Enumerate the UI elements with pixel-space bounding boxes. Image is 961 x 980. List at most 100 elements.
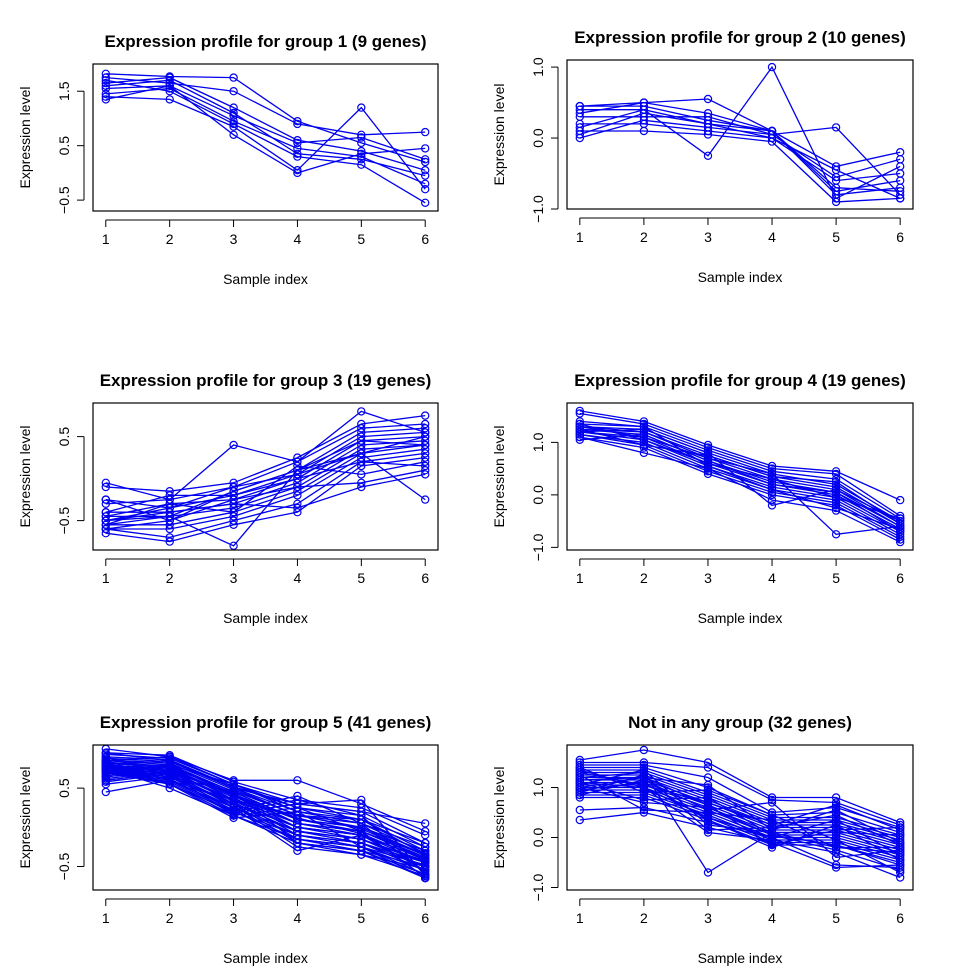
x-axis-label: Sample index bbox=[698, 610, 783, 626]
chart-title: Expression profile for group 4 (19 genes… bbox=[574, 371, 906, 390]
series-line bbox=[579, 105, 901, 196]
data-point bbox=[575, 780, 585, 790]
series-18 bbox=[575, 425, 905, 529]
data-point bbox=[101, 768, 111, 777]
data-point bbox=[165, 81, 174, 91]
data-point bbox=[639, 116, 649, 125]
series-line bbox=[579, 749, 901, 824]
data-point bbox=[165, 95, 174, 104]
x-tick-label: 6 bbox=[896, 229, 904, 245]
series-line bbox=[105, 435, 426, 547]
data-point bbox=[421, 871, 430, 881]
series-line bbox=[579, 98, 901, 168]
series-line bbox=[105, 440, 426, 526]
series-line bbox=[105, 760, 426, 852]
series-line bbox=[105, 461, 426, 526]
data-point bbox=[575, 108, 585, 118]
data-point bbox=[293, 838, 302, 848]
data-point bbox=[101, 787, 111, 797]
data-point bbox=[165, 537, 174, 546]
x-tick-label: 2 bbox=[166, 910, 174, 926]
data-point bbox=[101, 520, 111, 530]
data-point bbox=[831, 482, 841, 492]
y-tick-label: 1.5 bbox=[56, 81, 72, 101]
x-tick-label: 1 bbox=[102, 570, 110, 586]
data-point bbox=[101, 84, 111, 93]
data-point bbox=[165, 86, 174, 96]
data-point bbox=[229, 520, 238, 530]
data-point bbox=[165, 512, 174, 521]
data-point bbox=[357, 160, 366, 169]
series-13 bbox=[575, 432, 905, 547]
y-tick-label: 0.0 bbox=[530, 485, 546, 505]
panel-group-3: Expression profile for group 3 (19 genes… bbox=[17, 371, 439, 626]
y-axis: −0.5 0.5 Expression level bbox=[17, 426, 85, 534]
data-point bbox=[896, 537, 905, 547]
data-point bbox=[421, 495, 430, 504]
data-point bbox=[703, 440, 713, 450]
data-point bbox=[639, 435, 649, 444]
x-tick-label: 2 bbox=[166, 231, 174, 247]
series-line bbox=[579, 423, 901, 520]
series-line bbox=[579, 433, 901, 538]
series-15 bbox=[575, 425, 905, 526]
data-point bbox=[639, 427, 649, 437]
series-line bbox=[579, 769, 901, 836]
series-1 bbox=[101, 69, 430, 167]
data-point bbox=[831, 530, 841, 539]
series-line bbox=[579, 116, 901, 196]
data-point bbox=[421, 453, 430, 462]
x-tick-label: 3 bbox=[704, 570, 712, 586]
data-point bbox=[293, 466, 302, 475]
data-point bbox=[639, 805, 649, 815]
data-point bbox=[767, 815, 777, 825]
data-point bbox=[101, 78, 111, 88]
data-point bbox=[703, 467, 713, 476]
series-line bbox=[105, 779, 426, 856]
series-line bbox=[105, 763, 426, 875]
data-point bbox=[357, 138, 366, 148]
x-axis: 1 2 3 4 5 6 Sample index bbox=[576, 558, 904, 626]
series-32 bbox=[575, 778, 905, 870]
data-point bbox=[703, 469, 713, 479]
series-line bbox=[579, 119, 901, 178]
data-point bbox=[767, 843, 777, 852]
x-tick-label: 5 bbox=[357, 570, 365, 586]
data-point bbox=[357, 824, 366, 834]
series-line bbox=[105, 444, 426, 526]
data-point bbox=[831, 503, 841, 513]
data-point bbox=[639, 417, 649, 426]
data-point bbox=[703, 94, 713, 104]
series-line bbox=[105, 767, 426, 860]
data-point bbox=[703, 763, 713, 772]
y-tick-label: 1.0 bbox=[530, 57, 546, 77]
series-line bbox=[105, 79, 426, 177]
panel-group-4: Expression profile for group 4 (19 genes… bbox=[491, 371, 914, 626]
data-point bbox=[767, 485, 777, 494]
chart-title: Expression profile for group 5 (41 genes… bbox=[100, 713, 432, 732]
data-point bbox=[575, 427, 585, 437]
series-line bbox=[105, 85, 426, 160]
data-point bbox=[293, 116, 302, 126]
data-point bbox=[831, 501, 841, 510]
data-point bbox=[575, 783, 585, 792]
data-point bbox=[293, 135, 302, 145]
series-line bbox=[105, 767, 426, 877]
y-axis-label: Expression level bbox=[491, 84, 507, 186]
series-line bbox=[579, 764, 901, 829]
data-point bbox=[357, 436, 366, 445]
x-tick-label: 6 bbox=[421, 910, 429, 926]
data-point bbox=[767, 133, 777, 143]
data-point bbox=[831, 469, 841, 479]
data-point bbox=[639, 105, 649, 114]
series-line bbox=[579, 428, 901, 522]
data-point bbox=[575, 765, 585, 775]
data-point bbox=[101, 508, 111, 517]
x-tick-label: 1 bbox=[576, 229, 584, 245]
data-point bbox=[575, 406, 585, 416]
data-point bbox=[357, 133, 366, 142]
data-point bbox=[575, 805, 585, 815]
data-point bbox=[639, 773, 649, 782]
series-5 bbox=[575, 422, 905, 529]
y-axis: −0.5 0.5 Expression level bbox=[17, 767, 85, 880]
